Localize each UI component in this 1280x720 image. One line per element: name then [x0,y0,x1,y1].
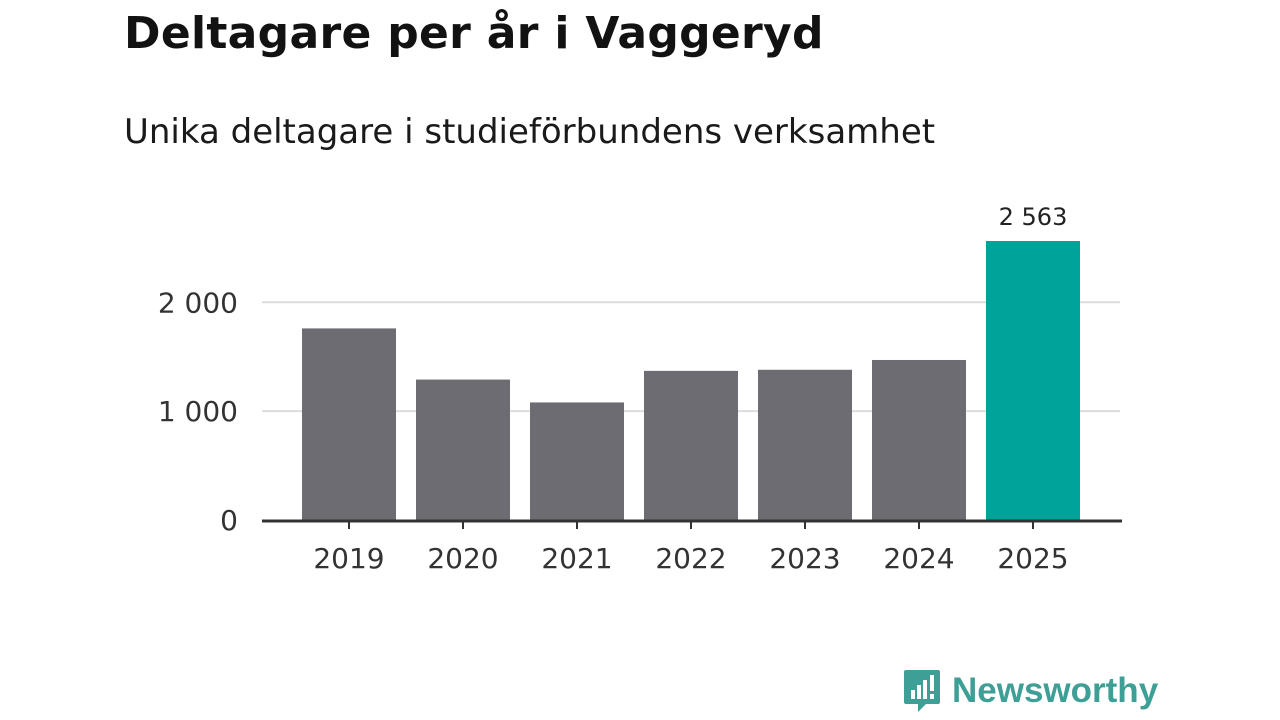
bar [758,369,852,520]
brand-name: Newsworthy [952,671,1159,710]
x-tick-label: 2019 [313,542,384,575]
bar [872,359,966,520]
newsworthy-logo: Newsworthy [902,668,1158,714]
x-tick-label: 2020 [427,542,498,575]
bar [302,328,396,520]
bar [416,379,510,520]
bar [644,370,738,520]
chart-subtitle: Unika deltagare i studieförbundens verks… [124,112,936,152]
bar [986,241,1080,520]
x-tick-label: 2025 [997,542,1068,575]
y-tick-label: 2 000 [158,286,238,319]
y-tick-label: 1 000 [158,395,238,428]
data-label: 2 563 [999,203,1068,231]
x-tick-label: 2023 [769,542,840,575]
x-tick-label: 2021 [541,542,612,575]
y-tick-label: 0 [220,504,238,537]
x-tick-label: 2022 [655,542,726,575]
x-tick-label: 2024 [883,542,954,575]
bar [530,402,624,520]
chart-title: Deltagare per år i Vaggeryd [124,8,824,59]
newsworthy-logo-icon [904,670,940,712]
